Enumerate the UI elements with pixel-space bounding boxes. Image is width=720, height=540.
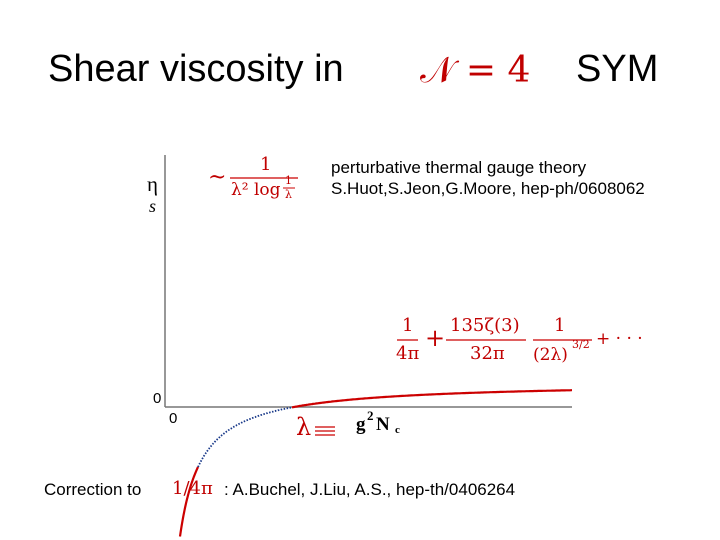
strong-plus-sign: + [425,324,446,352]
x-axis-lambda-label: λ [296,413,312,441]
x-axis-label-g: g [356,414,366,435]
x-axis-label-N: N [376,414,390,435]
bottom-reference-text: : A.Buchel, J.Liu, A.S., hep-th/0406264 [224,480,516,499]
reference-weak-coupling-line2: S.Huot,S.Jeon,G.Moore, hep-ph/0608062 [331,179,645,198]
y-axis-label-s: s [149,196,157,216]
strong-series-ellipsis: + · · · [596,329,643,349]
bottom-correction-label: Correction to [44,480,142,499]
curve-intermediate [197,406,293,468]
weak-numerator: 1 [260,154,272,175]
weak-sim-symbol: ~ [208,165,227,190]
slide-title-suffix: SYM [576,48,659,90]
y-axis-label-eta: η [147,172,158,196]
reference-weak-coupling-line1: perturbative thermal gauge theory [331,158,587,177]
weak-inner-numerator: 1 [285,174,292,187]
curve-strong-coupling [291,389,572,409]
curve-weak-coupling [178,466,200,537]
title-math-formula: 𝒩 = 4 [420,50,531,91]
strong-term2-numerator: 135ζ(3) [450,315,520,336]
strong-term3-denominator: (2λ) [533,345,568,365]
strong-term1-denominator: 4π [396,343,420,364]
slide-title-text: Shear viscosity in [48,48,344,90]
strong-term3-numerator: 1 [554,315,566,336]
strong-term2-denominator: 32π [470,343,505,364]
x-axis-label-subscript: c [395,424,400,436]
weak-inner-denominator: λ [285,188,292,201]
y-axis-origin-label: 0 [153,390,162,407]
x-axis-origin-label: 0 [169,410,178,427]
x-axis-label-exponent: 2 [367,408,374,423]
strong-term3-exponent: 3/2 [572,338,590,351]
strong-term1-numerator: 1 [402,315,414,336]
bottom-math-formula: 1/4π [172,478,213,499]
weak-denominator: λ² log [231,180,281,200]
